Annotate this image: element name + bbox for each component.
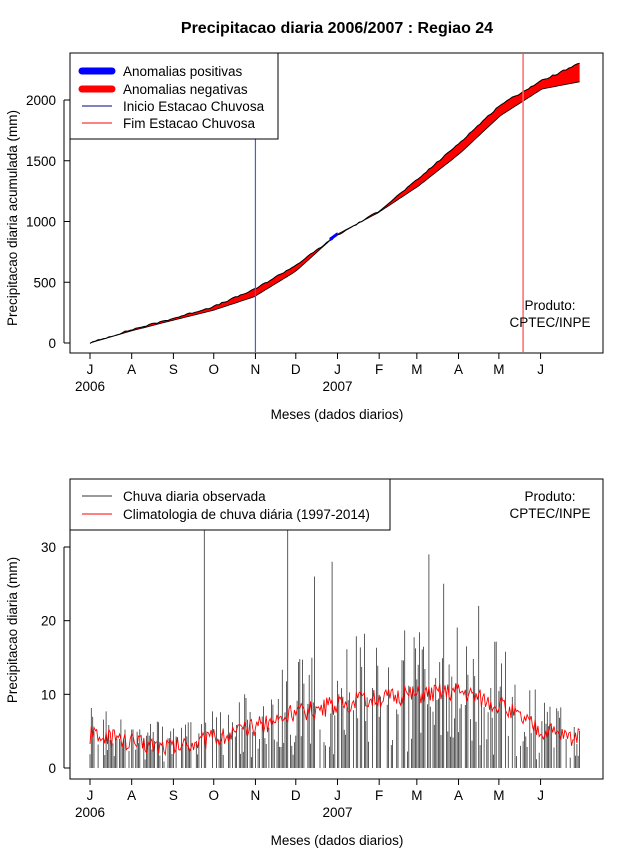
bottom-x-tick-label-3: O [208,788,219,803]
top-legend: Anomalias positivas Anomalias negativas … [69,52,279,140]
bottom-x-tick-label-11: J [537,788,544,803]
top-x-tick-label-3: O [208,362,219,377]
bottom-x-tick-label-5: D [291,788,301,803]
bottom-x-tick-label-2: S [169,788,178,803]
bottom-product-source: CPTEC/INPE [509,506,590,521]
legend-label-observed: Chuva diaria observada [123,489,266,504]
bottom-x-tick-label-1: A [127,788,136,803]
bottom-y-tick-label-3: 30 [41,540,56,555]
negative-anomaly-band [90,63,580,344]
top-x-axis-label: Meses (dados diarios) [271,407,404,422]
legend-label-end: Fim Estacao Chuvosa [123,116,256,131]
top-y-tick-label-4: 2000 [26,93,56,108]
bottom-x-tick-label-9: A [454,788,463,803]
top-x-tick-label-9: A [454,362,463,377]
positive-anomaly-band [329,232,338,242]
top-x-tick-label-1: A [127,362,136,377]
top-x-tick-label-4: N [251,362,261,377]
top-y-tick-label-0: 0 [48,336,56,351]
top-product-label: Produto: [524,298,575,313]
top-y-tick-label-3: 1500 [26,154,56,169]
top-x-tick-label-7: F [375,362,383,377]
bottom-x-tick-label-4: N [251,788,261,803]
bottom-product-label: Produto: [524,489,575,504]
bottom-y-axis-label: Precipitacao diaria (mm) [5,557,20,703]
top-x-tick-label-8: M [411,362,422,377]
top-plot-area [89,54,580,352]
legend-label-negative: Anomalias negativas [123,82,248,97]
top-product-source: CPTEC/INPE [509,315,590,330]
bottom-legend: Chuva diaria observada Climatologia de c… [69,478,391,531]
bottom-x-tick-label-7: F [375,788,383,803]
top-x-tick-label-10: M [493,362,504,377]
bottom-x-axis-label: Meses (dados diarios) [271,833,404,848]
top-y-tick-label-2: 1000 [26,215,56,230]
top-year-label-1: 2007 [322,379,352,394]
top-x-tick-label-11: J [537,362,544,377]
bottom-y-tick-label-1: 10 [41,687,56,702]
legend-label-climatology: Climatologia de chuva diária (1997-2014) [123,507,370,522]
top-y-tick-label-1: 500 [33,275,56,290]
bottom-x-tick-label-8: M [411,788,422,803]
top-x-tick-label-2: S [169,362,178,377]
bottom-x-tick-label-6: J [334,788,341,803]
chart-title: Precipitacao diaria 2006/2007 : Regiao 2… [181,20,493,37]
top-x-tick-label-6: J [334,362,341,377]
bottom-x-tick-label-10: M [493,788,504,803]
climatology-daily-line [89,683,580,757]
top-y-axis-label: Precipitacao diaria acumulada (mm) [5,110,20,326]
bottom-legend-box [69,478,391,531]
legend-label-start: Inicio Estacao Chuvosa [123,99,265,114]
top-legend-box [69,52,279,140]
bottom-y-tick-label-0: 0 [48,761,56,776]
top-x-tick-label-5: D [291,362,301,377]
top-x-tick-label-0: J [87,362,94,377]
bottom-year-label-0: 2006 [75,805,105,820]
legend-label-positive: Anomalias positivas [123,64,243,79]
bottom-year-label-1: 2007 [322,805,352,820]
bottom-plot-area [89,495,580,768]
bottom-y-tick-label-2: 20 [41,614,56,629]
bottom-x-tick-label-0: J [87,788,94,803]
top-year-label-0: 2006 [75,379,105,394]
